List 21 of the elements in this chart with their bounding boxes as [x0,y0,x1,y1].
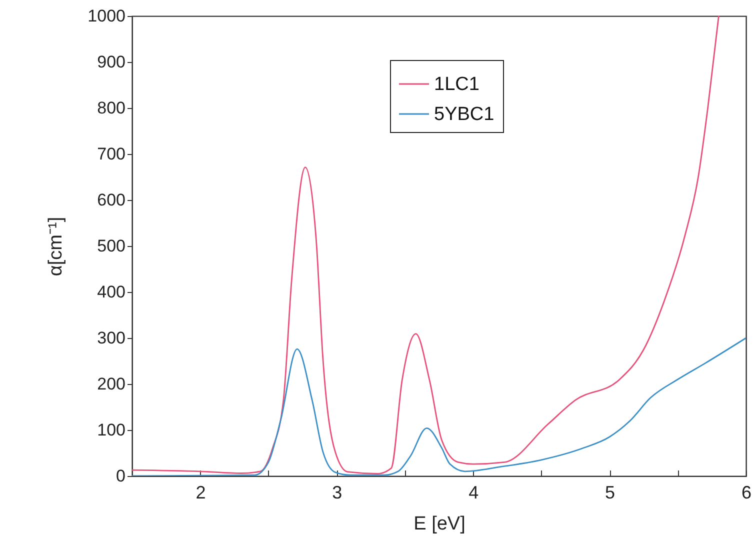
x-tick-label: 4 [468,482,479,502]
y-tick-label: 500 [97,236,126,256]
y-tick-label: 800 [97,98,126,118]
y-axis-title: α[cm⁻¹] [46,216,67,276]
legend-label: 5YBC1 [434,104,494,125]
y-tick-label: 100 [97,420,126,440]
y-tick-label: 900 [97,52,126,72]
x-tick-label: 6 [741,482,752,502]
y-tick-label: 700 [97,144,126,164]
x-axis-title: E [eV] [414,514,466,534]
x-tick-label: 3 [332,482,342,502]
y-tick-label: 400 [97,282,126,302]
y-tick-label: 1000 [88,6,126,26]
line-series [132,16,720,474]
y-tick-label: 200 [97,374,126,394]
legend-label: 1LC1 [434,74,480,95]
x-tick-label: 2 [196,482,206,502]
x-tick-label: 5 [605,482,616,502]
y-tick-label: 0 [116,466,126,486]
y-tick-label: 600 [97,190,126,210]
y-tick-label: 300 [97,328,126,348]
